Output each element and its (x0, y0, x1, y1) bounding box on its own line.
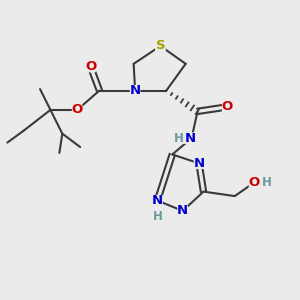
Text: O: O (222, 100, 233, 113)
Text: N: N (152, 194, 163, 207)
Text: S: S (156, 40, 165, 52)
Text: H: H (152, 210, 162, 224)
Text: O: O (72, 103, 83, 116)
Text: N: N (130, 84, 141, 97)
FancyBboxPatch shape (155, 40, 166, 52)
FancyBboxPatch shape (85, 61, 96, 72)
Text: O: O (248, 176, 260, 189)
FancyBboxPatch shape (249, 177, 260, 188)
FancyBboxPatch shape (152, 211, 163, 223)
Text: O: O (85, 60, 96, 73)
FancyBboxPatch shape (72, 104, 83, 116)
Text: N: N (177, 204, 188, 218)
FancyBboxPatch shape (130, 85, 140, 96)
FancyBboxPatch shape (152, 195, 163, 206)
Text: N: N (185, 132, 196, 145)
Text: H: H (174, 132, 184, 145)
Text: H: H (262, 176, 272, 189)
FancyBboxPatch shape (222, 101, 232, 112)
FancyBboxPatch shape (261, 177, 272, 188)
FancyBboxPatch shape (177, 205, 188, 217)
FancyBboxPatch shape (194, 158, 204, 169)
FancyBboxPatch shape (173, 132, 195, 144)
Text: N: N (194, 157, 205, 170)
